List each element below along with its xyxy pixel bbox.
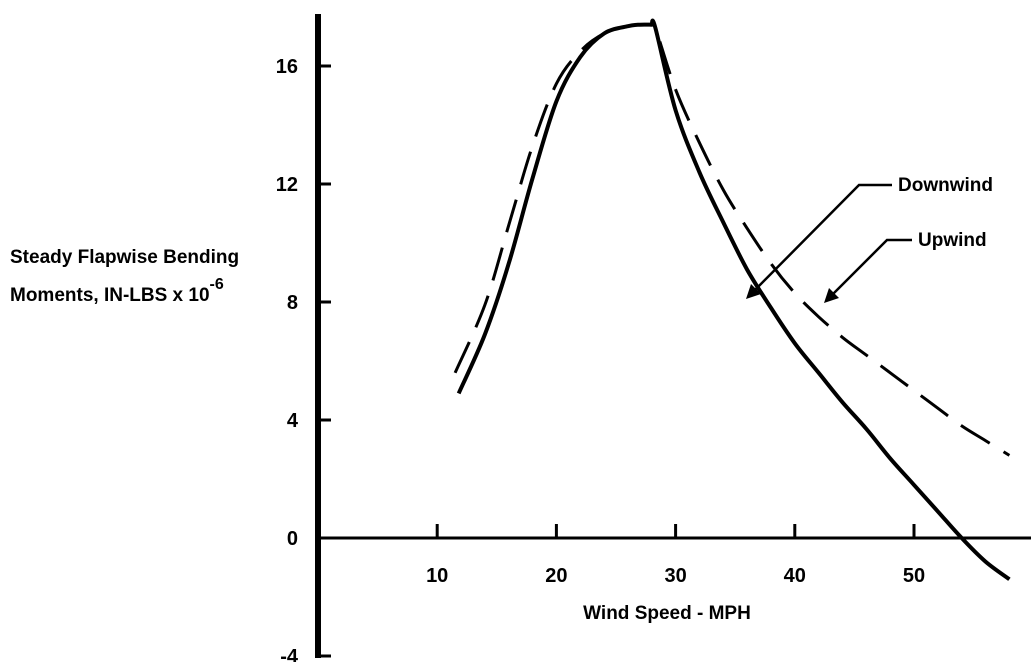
series-line-upwind: [453, 20, 1011, 457]
y-axis-label-line2: Moments, IN-LBS x 10-6: [10, 276, 224, 306]
x-ticks: 10 20 30 40 50: [426, 524, 925, 587]
x-tick-label: 10: [426, 565, 448, 587]
series-layer: [453, 18, 1011, 581]
y-axis-label-line1: Steady Flapwise Bending: [10, 247, 239, 268]
downwind-callout-arrow: [746, 284, 761, 299]
x-tick-label: 30: [664, 565, 686, 587]
x-tick-label: 20: [545, 565, 567, 587]
y-tick-label: 12: [276, 174, 298, 196]
x-tick-label: 40: [784, 565, 806, 587]
x-axis-label: Wind Speed - MPH: [583, 603, 751, 624]
y-ticks: 16 12 8 4 0 -4: [276, 56, 331, 662]
upwind-callout-arrow: [824, 288, 839, 303]
y-tick-label: -4: [280, 646, 299, 662]
y-tick-label: 4: [287, 410, 299, 432]
series-line-downwind: [456, 18, 1011, 581]
y-tick-label: 0: [287, 528, 298, 550]
y-axis-label-exponent: -6: [210, 276, 224, 293]
upwind-callout-line: [828, 238, 912, 299]
y-tick-label: 8: [287, 292, 298, 314]
y-tick-label: 16: [276, 56, 298, 78]
downwind-callout-line: [750, 183, 892, 295]
upwind-callout-label: Upwind: [918, 230, 987, 251]
x-tick-label: 50: [903, 565, 925, 587]
downwind-callout-label: Downwind: [898, 175, 993, 196]
